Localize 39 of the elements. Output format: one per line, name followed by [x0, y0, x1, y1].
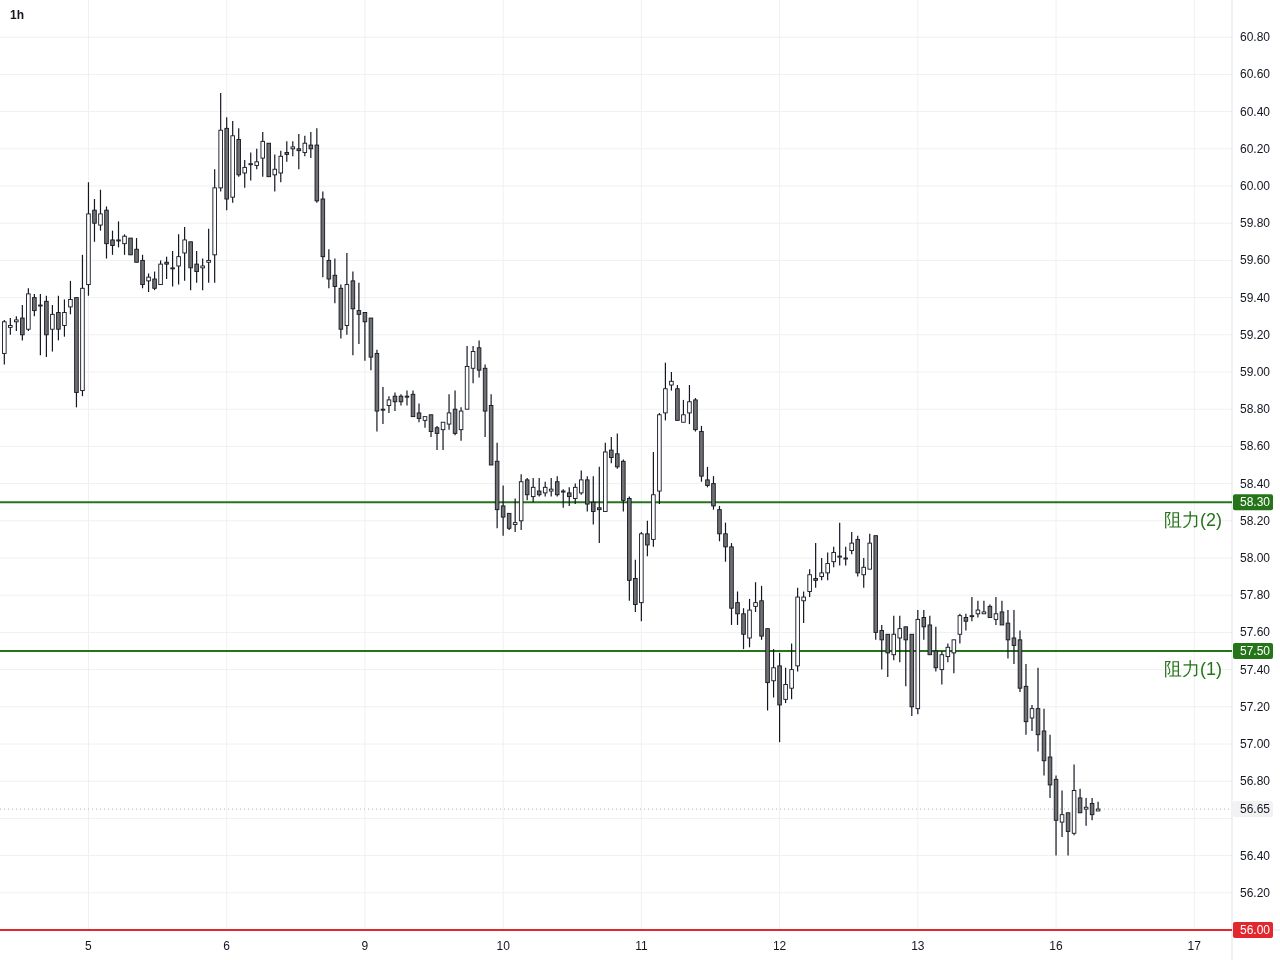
y-tick-label: 57.00 — [1239, 737, 1271, 751]
annotation: 56.65 — [1239, 802, 1271, 817]
x-tick-label: 6 — [223, 939, 231, 953]
annotation: 56.00 — [1239, 923, 1271, 937]
x-tick-label: 13 — [911, 939, 925, 953]
x-tick-label: 17 — [1187, 939, 1202, 953]
y-tick-label: 57.60 — [1239, 625, 1271, 640]
x-tick-label: 10 — [496, 939, 511, 953]
y-tick-label: 59.60 — [1239, 253, 1271, 268]
y-tick-label: 58.00 — [1239, 551, 1271, 565]
y-tick-label: 56.40 — [1239, 848, 1271, 863]
y-tick-label: 59.20 — [1239, 327, 1271, 342]
y-tick-label: 58.40 — [1239, 476, 1271, 491]
text: 1h — [10, 8, 25, 22]
annotation: 57.50 — [1239, 644, 1271, 658]
y-tick-label: 60.20 — [1239, 141, 1271, 156]
x-tick-label: 5 — [85, 939, 93, 953]
x-tick-label: 16 — [1049, 939, 1064, 953]
y-tick-label: 57.20 — [1239, 699, 1271, 714]
y-tick-label: 60.80 — [1239, 30, 1271, 45]
ref-line-label: 阻力(1) — [1164, 659, 1222, 679]
y-tick-label: 59.40 — [1239, 290, 1271, 305]
y-tick-label: 56.80 — [1239, 774, 1271, 789]
y-tick-label: 60.00 — [1239, 179, 1271, 193]
x-tick-label: 9 — [361, 939, 369, 953]
y-tick-label: 60.40 — [1239, 104, 1271, 119]
ref-line-label: 阻力(2) — [1164, 510, 1222, 531]
y-tick-label: 60.60 — [1239, 67, 1271, 82]
annotation: 58.30 — [1239, 495, 1271, 510]
y-tick-label: 58.80 — [1239, 402, 1271, 417]
y-tick-label: 58.20 — [1239, 513, 1271, 528]
x-tick-label: 12 — [772, 939, 787, 953]
y-tick-label: 59.80 — [1239, 216, 1271, 231]
y-tick-label: 56.20 — [1239, 885, 1271, 900]
x-tick-label: 11 — [635, 939, 648, 953]
y-tick-label: 57.80 — [1239, 588, 1271, 603]
y-tick-label: 58.60 — [1239, 439, 1271, 454]
y-tick-label: 57.40 — [1239, 662, 1271, 677]
y-tick-label: 59.00 — [1239, 365, 1271, 379]
